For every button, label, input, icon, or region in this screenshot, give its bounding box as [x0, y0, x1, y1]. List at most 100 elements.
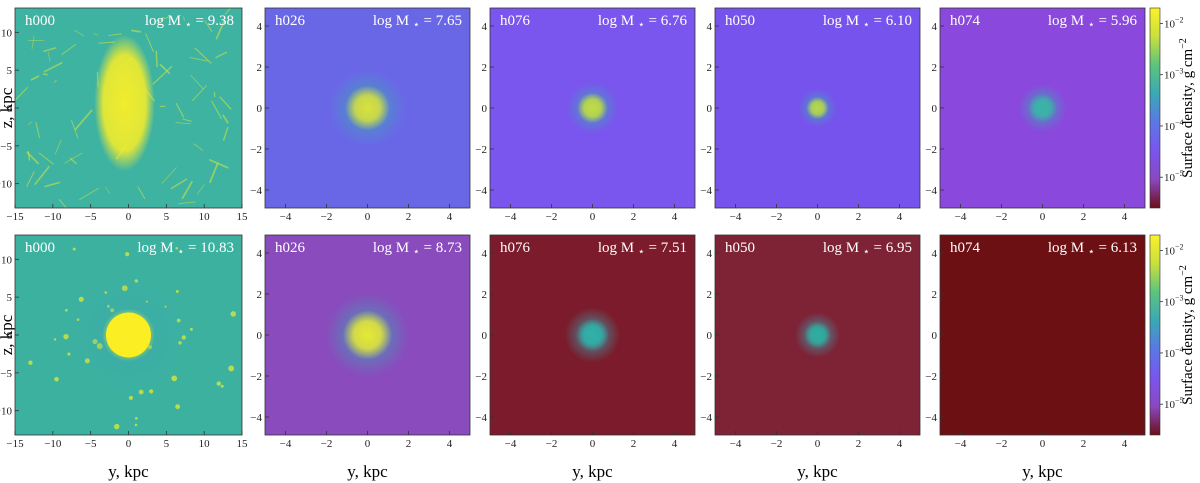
y-tick-label: 4 [707, 21, 713, 33]
x-tick-label: −2 [546, 211, 558, 223]
mass-star: ⋆ [863, 246, 870, 258]
x-tick-label: 0 [365, 438, 371, 450]
stellar-mass-label: log M ⋆ = 8.73 [373, 240, 462, 258]
x-tick-label: −2 [996, 211, 1008, 223]
gas-filament [183, 16, 185, 21]
y-axis-label: z, kpc [0, 314, 16, 355]
halo-name: h050 [725, 240, 755, 256]
x-tick-label: 15 [237, 211, 249, 223]
y-tick-label: 2 [257, 289, 263, 301]
gas-filament [145, 33, 155, 53]
stellar-blob [1028, 93, 1057, 123]
x-tick-label: −10 [44, 438, 62, 450]
x-tick-label: 2 [406, 438, 412, 450]
mass-value: 9.38 [208, 13, 234, 29]
y-tick-label: −2 [475, 144, 487, 156]
stellar-blob [804, 321, 831, 349]
mass-prefix: log M [373, 240, 413, 256]
mass-prefix: log M [137, 240, 177, 256]
y-tick-label: 0 [482, 330, 488, 342]
x-tick-label: 4 [897, 211, 903, 223]
gas-filament [189, 56, 208, 62]
y-tick-label: −2 [475, 371, 487, 383]
x-tick-label: −10 [44, 211, 62, 223]
satellite-clump [220, 384, 224, 388]
x-tick-label: −15 [6, 438, 24, 450]
x-tick-label: 2 [406, 211, 412, 223]
colorbar-tick-label: 10−3 [1164, 67, 1184, 82]
satellite-clump [216, 381, 221, 386]
gas-filament [58, 198, 67, 208]
gas-filament [155, 50, 158, 68]
x-axis-label: y, kpc [347, 462, 388, 481]
colorbar-label-exponent: −2 [1178, 265, 1189, 276]
x-axis-label: y, kpc [797, 462, 838, 481]
tick-mantissa: 10 [1164, 297, 1176, 309]
mass-star: ⋆ [185, 19, 192, 31]
x-tick-label: 2 [631, 211, 637, 223]
mass-value: 6.10 [886, 13, 912, 29]
gas-filament [178, 201, 196, 205]
y-tick-label: −2 [250, 371, 262, 383]
mass-equals: = [184, 240, 200, 256]
panel-h074-row2: −4 −4 −2 −2 0 0 2 2 4 4 h074 log M ⋆ = 6.13 [925, 234, 1146, 450]
tick-exponent: −5 [1175, 396, 1184, 405]
gas-filament [161, 167, 177, 184]
y-tick-label: 4 [707, 248, 713, 260]
y-tick-label: 2 [482, 289, 488, 301]
mass-star: ⋆ [177, 246, 184, 258]
mass-prefix: log M [823, 13, 863, 29]
mass-value: 7.51 [661, 240, 687, 256]
y-tick-label: 4 [482, 21, 488, 33]
x-tick-label: 4 [1122, 211, 1128, 223]
mass-star: ⋆ [413, 19, 420, 31]
mass-value: 6.13 [1111, 240, 1137, 256]
gas-filament [170, 178, 188, 190]
halo-name: h050 [725, 13, 755, 29]
gas-filament [152, 65, 173, 85]
gas-filament [175, 102, 185, 118]
x-tick-label: 0 [126, 438, 132, 450]
x-tick-label: −2 [321, 438, 333, 450]
y-tick-label: −4 [925, 185, 937, 197]
panel-h026-row2: −4 −4 −2 −2 0 0 2 2 4 4 h026 log M ⋆ = 8.73 [250, 234, 471, 450]
colorbar-label: Surface density, g cm−2 [1178, 265, 1196, 405]
tick-mantissa: 10 [1164, 245, 1176, 257]
y-tick-label: −4 [925, 412, 937, 424]
satellite-clump [128, 395, 133, 400]
panel-image [15, 8, 232, 208]
gas-filament [210, 100, 223, 120]
mass-equals: = [870, 13, 886, 29]
stellar-blob [806, 96, 829, 120]
x-tick-label: 4 [897, 438, 903, 450]
mass-star: ⋆ [413, 246, 420, 258]
satellite-clump [63, 333, 69, 340]
halo-name: h074 [950, 13, 981, 29]
x-tick-label: −2 [771, 438, 783, 450]
y-tick-label: 4 [257, 21, 263, 33]
colorbar-tick-label: 10−4 [1164, 118, 1184, 133]
mass-prefix: log M [823, 240, 863, 256]
x-tick-label: 0 [815, 438, 821, 450]
stellar-disk [94, 34, 155, 172]
colorbar-label-exponent: −2 [1178, 38, 1189, 49]
gas-filament [30, 75, 40, 81]
y-tick-label: 0 [482, 103, 488, 115]
halo-name: h000 [25, 240, 55, 256]
panel-image [325, 293, 410, 377]
gas-filament [69, 157, 77, 165]
y-tick-label: 0 [932, 103, 938, 115]
mass-prefix: log M [373, 13, 413, 29]
satellite-clump [171, 375, 178, 382]
x-tick-label: 4 [672, 438, 678, 450]
gas-filament [196, 184, 205, 195]
stellar-mass-label: log M ⋆ = 7.51 [598, 240, 687, 258]
gas-filament [105, 187, 110, 194]
colorbar-tick-label: 10−5 [1164, 396, 1184, 411]
panel-h050-row1: −4 −4 −2 −2 0 0 2 2 4 4 h050 log M ⋆ = 6.10 [700, 7, 921, 223]
panel-h000-row1: −15 −10 −10 −5 −5 0 0 5 5 10 10 15 h000 log M ⋆ = 9.3… [0, 7, 249, 223]
mass-prefix: log M [598, 13, 638, 29]
satellite-clump [175, 246, 179, 250]
